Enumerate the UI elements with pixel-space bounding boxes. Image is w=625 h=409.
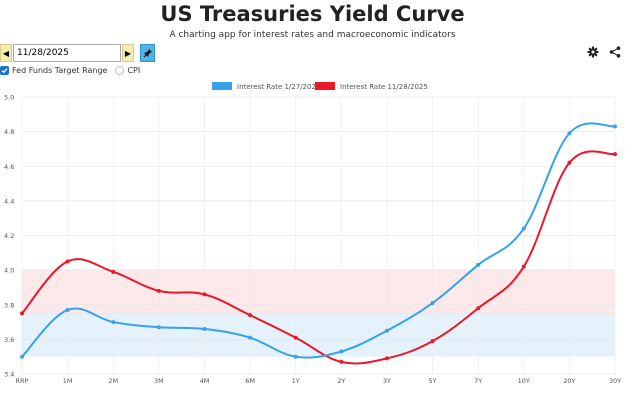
data-point-series-1[interactable] — [430, 301, 435, 306]
data-point-series-2[interactable] — [521, 264, 526, 269]
data-point-series-2[interactable] — [567, 160, 572, 165]
x-tick-label: 3M — [154, 377, 164, 385]
triangle-left-icon: ◀ — [2, 48, 10, 58]
pin-button[interactable] — [140, 44, 155, 62]
data-point-series-1[interactable] — [384, 328, 389, 333]
fed-funds-label[interactable]: Fed Funds Target Range — [12, 66, 108, 75]
data-point-series-1[interactable] — [248, 335, 253, 340]
data-point-series-2[interactable] — [613, 152, 617, 157]
page-title: US Treasuries Yield Curve — [160, 2, 465, 26]
legend-swatch-series-1[interactable] — [212, 82, 232, 90]
settings-button[interactable] — [587, 46, 599, 58]
x-tick-label: 10Y — [518, 377, 530, 385]
x-tick-label: 2M — [108, 377, 118, 385]
x-tick-label: 3Y — [383, 377, 391, 385]
legend-label-series-2[interactable]: Interest Rate 11/28/2025 — [340, 83, 428, 91]
date-picker: ◀ ▶ — [0, 44, 155, 62]
pin-icon — [143, 49, 152, 58]
x-tick-label: 5Y — [428, 377, 436, 385]
y-tick-label: 5.0 — [4, 94, 14, 102]
fed-funds-range-current — [22, 313, 615, 357]
cpi-checkbox[interactable] — [115, 66, 125, 75]
y-tick-label: 3.4 — [4, 371, 14, 379]
data-point-series-1[interactable] — [202, 326, 207, 331]
chart-legend: Interest Rate 1/27/2026 Interest Rate 11… — [212, 82, 428, 91]
y-tick-label: 4.6 — [4, 163, 14, 171]
toolbar — [587, 46, 621, 58]
next-date-button[interactable]: ▶ — [122, 44, 134, 62]
previous-date-button[interactable]: ◀ — [0, 44, 12, 62]
x-tick-label: 6M — [245, 377, 255, 385]
x-tick-label: 1M — [63, 377, 73, 385]
data-point-series-2[interactable] — [293, 335, 298, 340]
data-point-series-2[interactable] — [111, 269, 116, 274]
data-point-series-1[interactable] — [521, 226, 526, 231]
y-tick-label: 4.2 — [4, 232, 14, 240]
x-tick-label: 30Y — [609, 377, 621, 385]
x-tick-label: RRP — [16, 377, 29, 385]
data-point-series-2[interactable] — [339, 359, 344, 364]
data-point-series-2[interactable] — [202, 292, 207, 297]
x-tick-label: 7Y — [474, 377, 482, 385]
share-button[interactable] — [609, 46, 621, 58]
share-icon — [609, 46, 621, 58]
x-tick-label: 2Y — [337, 377, 345, 385]
plot-area: 3.4 3.6 3.8 4.0 4.2 4.4 4.6 4.8 5.0 RRP 1M 2M 3M 4M 6M… — [4, 94, 621, 386]
y-tick-label: 4.0 — [4, 267, 14, 275]
data-point-series-2[interactable] — [156, 288, 161, 293]
y-tick-label: 3.6 — [4, 336, 14, 344]
data-point-series-1[interactable] — [156, 325, 161, 330]
data-point-series-1[interactable] — [567, 131, 572, 136]
fed-funds-range-previous — [22, 270, 615, 314]
y-tick-label: 3.8 — [4, 301, 14, 309]
yield-curve-chart: Interest Rate 1/27/2026 Interest Rate 11… — [4, 82, 621, 386]
data-point-series-2[interactable] — [20, 311, 24, 316]
data-point-series-2[interactable] — [248, 313, 253, 318]
data-point-series-2[interactable] — [430, 339, 435, 344]
data-point-series-2[interactable] — [65, 259, 70, 264]
date-input[interactable] — [13, 44, 121, 62]
indicator-options: Fed Funds Target Range CPI — [0, 66, 148, 75]
legend-label-series-1[interactable]: Interest Rate 1/27/2026 — [237, 83, 321, 91]
x-tick-label: 4M — [200, 377, 210, 385]
data-point-series-1[interactable] — [613, 124, 617, 129]
checkmark-icon — [1, 68, 8, 74]
data-point-series-1[interactable] — [293, 354, 298, 359]
data-point-series-1[interactable] — [20, 354, 24, 359]
data-point-series-1[interactable] — [65, 307, 70, 312]
data-point-series-1[interactable] — [339, 349, 344, 354]
gear-icon — [587, 46, 599, 58]
y-tick-label: 4.8 — [4, 128, 14, 136]
x-tick-label: 1Y — [292, 377, 300, 385]
y-tick-label: 4.4 — [4, 197, 14, 205]
page-subtitle: A charting app for interest rates and ma… — [169, 30, 456, 40]
legend-swatch-series-2[interactable] — [315, 82, 335, 90]
fed-funds-checkbox[interactable] — [0, 66, 9, 75]
cpi-label[interactable]: CPI — [127, 66, 141, 75]
data-point-series-1[interactable] — [476, 262, 481, 267]
x-tick-label: 20Y — [563, 377, 575, 385]
data-point-series-1[interactable] — [111, 320, 116, 325]
data-point-series-2[interactable] — [476, 306, 481, 311]
data-point-series-2[interactable] — [384, 356, 389, 361]
triangle-right-icon: ▶ — [124, 48, 132, 58]
